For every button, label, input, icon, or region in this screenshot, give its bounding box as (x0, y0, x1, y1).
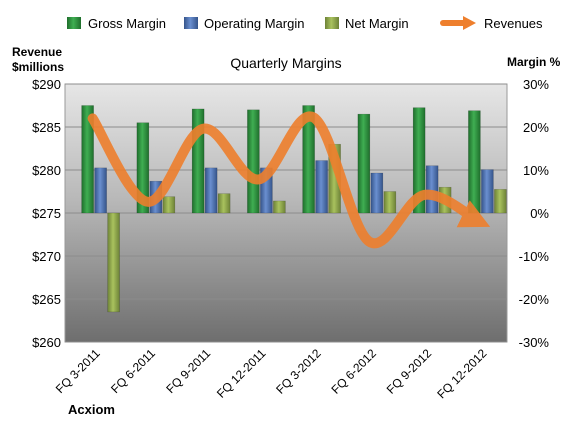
operating-margin-bar (204, 167, 218, 214)
operating-margin-bar (315, 160, 328, 214)
operating-margin-bar (481, 169, 494, 214)
x-tick-label: FQ 9-2011 (163, 346, 213, 396)
y-left-axis-title-line1: Revenue (12, 45, 62, 59)
gross-margin-bar (357, 113, 371, 214)
operating-margin-bar (94, 167, 107, 214)
x-tick-label: FQ 12-2011 (214, 346, 269, 401)
y-right-tick-label: -10% (519, 249, 550, 264)
y-right-tick-label: 30% (523, 77, 549, 92)
legend: Gross Margin Operating Margin Net Margin… (67, 16, 543, 31)
net-margin-bar (273, 200, 286, 214)
bars (81, 105, 507, 313)
x-tick-label: FQ 6-2011 (108, 346, 158, 396)
net-margin-bar (162, 196, 176, 214)
operating-margin-bar (425, 165, 439, 214)
x-tick-label: FQ 3-2012 (273, 346, 324, 397)
gross-margin-bar (412, 107, 426, 214)
net-margin-bar (107, 212, 120, 313)
y-left-tick-label: $265 (32, 292, 61, 307)
y-left-tick-label: $290 (32, 77, 61, 92)
gross-margin-bar (81, 105, 94, 214)
y-left-tick-label: $270 (32, 249, 61, 264)
y-right-tick-label: -30% (519, 335, 550, 350)
revenue-line-group (87, 111, 491, 249)
legend-swatch-gross-margin (67, 17, 81, 29)
y-left-tick-label: $260 (32, 335, 61, 350)
legend-label-operating-margin: Operating Margin (204, 16, 304, 31)
gross-margin-bar (247, 109, 260, 214)
gross-margin-bar (136, 122, 150, 214)
legend-label-revenues: Revenues (484, 16, 543, 31)
gross-margin-bar (302, 105, 315, 214)
x-tick-label: FQ 12-2012 (434, 346, 489, 401)
operating-margin-bar (370, 172, 384, 214)
x-tick-labels: FQ 3-2011 FQ 6-2011 FQ 9-2011 FQ 12-2011 FQ … (53, 346, 490, 401)
legend-swatch-revenues (440, 16, 476, 30)
x-tick-label: FQ 6-2012 (329, 346, 380, 397)
gross-margin-bar (468, 110, 481, 214)
y-right-tick-label: 20% (523, 120, 549, 135)
net-margin-bar (217, 193, 231, 214)
net-margin-bar (383, 191, 397, 214)
x-tick-label: FQ 9-2012 (384, 346, 435, 397)
y-right-axis-title: Margin % (507, 55, 561, 69)
y-left-axis-title-line2: $millions (12, 60, 64, 74)
chart-title: Quarterly Margins (230, 55, 341, 71)
legend-swatch-net-margin (325, 17, 339, 29)
legend-label-gross-margin: Gross Margin (88, 16, 166, 31)
legend-label-net-margin: Net Margin (345, 16, 409, 31)
net-margin-bar (494, 189, 507, 214)
y-left-tick-label: $285 (32, 120, 61, 135)
x-tick-label: FQ 3-2011 (53, 346, 103, 396)
y-right-tick-label: 10% (523, 163, 549, 178)
company-label: Acxiom (68, 402, 115, 417)
y-right-tick-label: -20% (519, 292, 550, 307)
y-left-tick-labels: $290 $285 $280 $275 $270 $265 $260 (32, 77, 61, 350)
y-right-tick-labels: 30% 20% 10% 0% -10% -20% -30% (519, 77, 550, 350)
y-left-tick-label: $275 (32, 206, 61, 221)
y-left-tick-label: $280 (32, 163, 61, 178)
revenue-line (87, 111, 491, 249)
legend-swatch-operating-margin (184, 17, 198, 29)
y-right-tick-label: 0% (530, 206, 549, 221)
